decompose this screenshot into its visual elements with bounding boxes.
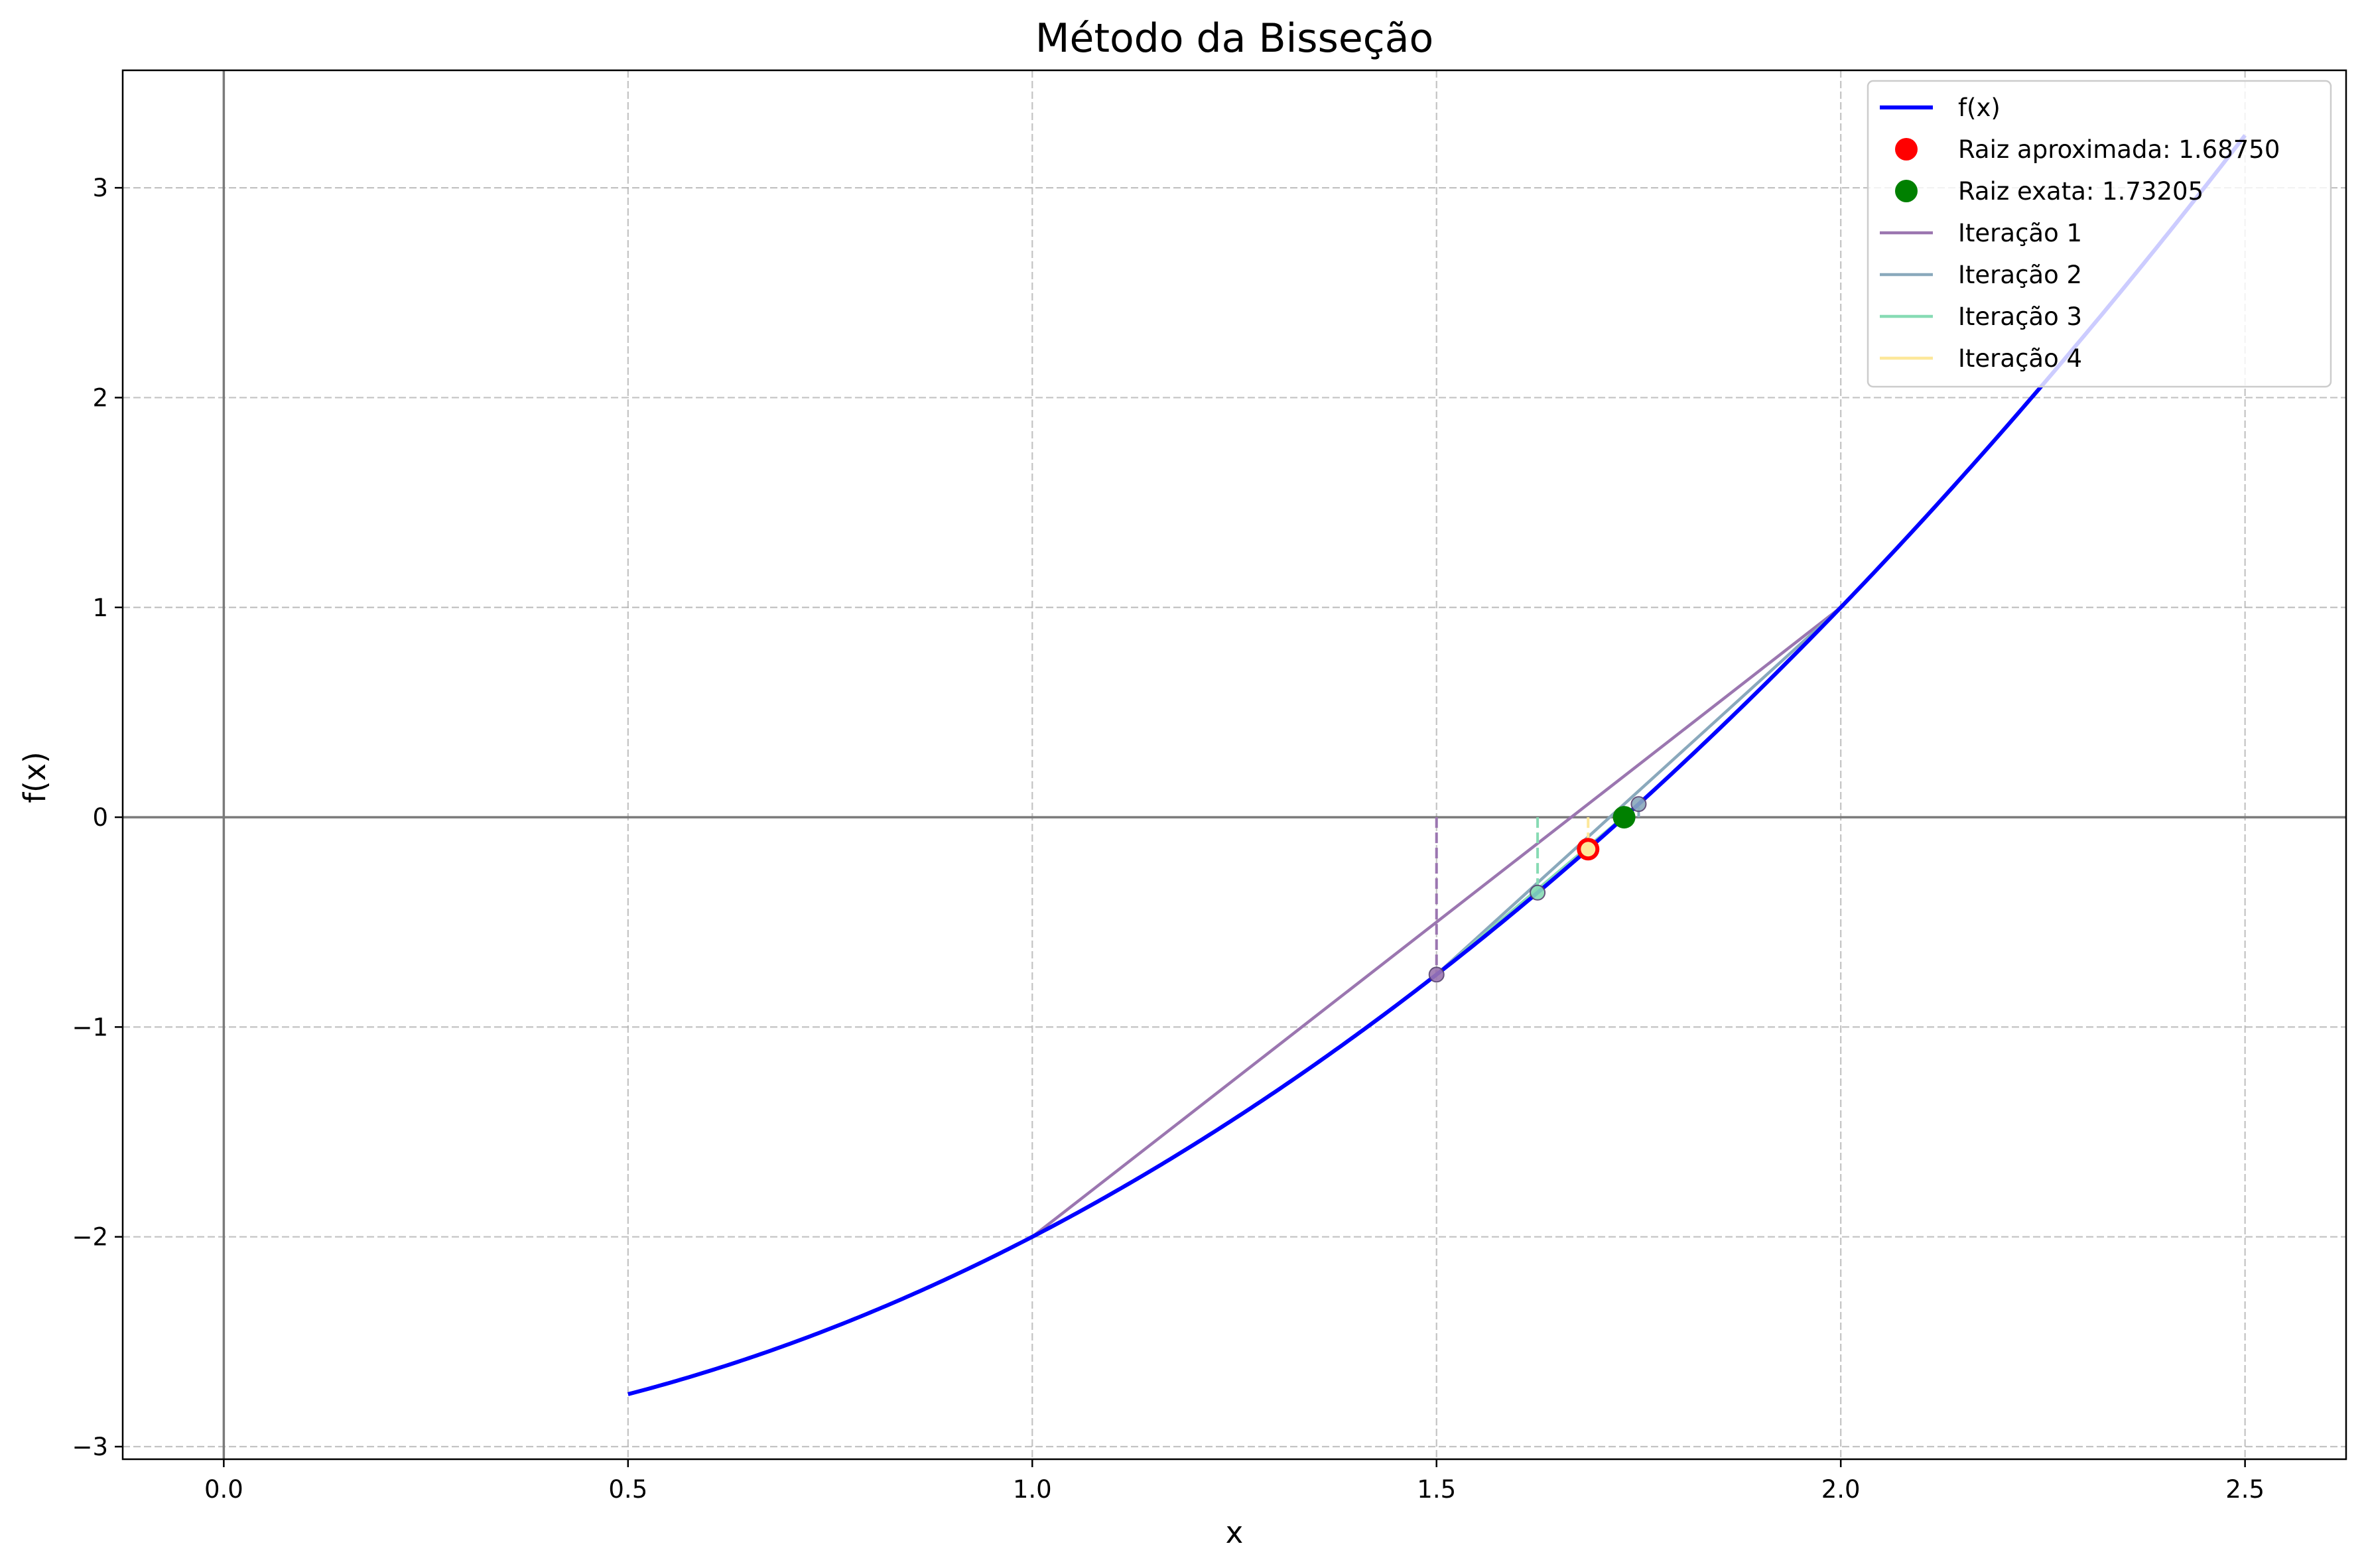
approx-root-inner <box>1581 842 1596 857</box>
legend-label: Iteração 3 <box>1958 302 2082 331</box>
x-tick-label: 0.0 <box>204 1475 243 1504</box>
plot-frame <box>121 69 2347 1461</box>
x-tick-label: 0.5 <box>608 1475 647 1504</box>
y-axis-label: f(x) <box>17 751 52 803</box>
legend-label: Raiz aproximada: 1.68750 <box>1958 135 2280 164</box>
chart-title: Método da Bisseção <box>1035 15 1433 62</box>
y-tick-label: −3 <box>72 1433 108 1461</box>
x-tick-label: 2.5 <box>2225 1475 2265 1504</box>
legend-item: Iteração 2 <box>1880 261 2082 289</box>
y-tick-label: −2 <box>72 1223 108 1252</box>
y-tick-label: 0 <box>92 803 108 832</box>
iteration-midpoint-3 <box>1530 884 1546 901</box>
plot-area: 0.0 0.5 1.0 1.5 2.0 2.5 −3 −2 −1 0 1 2 3 <box>72 69 2347 1504</box>
y-tick-label: −1 <box>72 1013 108 1041</box>
x-tick-label: 2.0 <box>1821 1475 1861 1504</box>
legend-item: f(x) <box>1880 94 2001 122</box>
legend-marker-swatch <box>1895 138 1918 161</box>
legend-label: Raiz exata: 1.73205 <box>1958 177 2203 206</box>
exact-root-marker <box>1612 806 1636 829</box>
iteration-1 <box>1031 606 1842 1238</box>
y-tick-label: 2 <box>92 383 108 412</box>
legend-item: Iteração 3 <box>1880 302 2082 331</box>
legend-label: Iteração 4 <box>1958 344 2082 373</box>
legend-item: Iteração 1 <box>1880 219 2082 247</box>
x-tick-label: 1.5 <box>1417 1475 1456 1504</box>
legend-label: Iteração 1 <box>1958 219 2082 247</box>
legend-item: Raiz aproximada: 1.68750 <box>1895 135 2280 164</box>
x-tick-label: 1.0 <box>1013 1475 1052 1504</box>
plot-data <box>627 134 2247 1396</box>
iteration-line <box>1031 606 1842 1238</box>
y-tick-label: 1 <box>92 594 108 622</box>
legend: f(x) Raiz aproximada: 1.68750 Raiz exata: … <box>1867 80 2332 388</box>
iteration-line <box>1435 606 1842 976</box>
iteration-midpoint-2 <box>1630 796 1647 813</box>
iteration-midpoint-1 <box>1428 966 1445 983</box>
legend-item: Iteração 4 <box>1880 344 2082 373</box>
y-tick-label: 3 <box>92 174 108 202</box>
legend-item: Raiz exata: 1.73205 <box>1895 177 2203 206</box>
legend-box <box>1867 80 2332 388</box>
legend-label: f(x) <box>1958 94 2001 122</box>
x-axis-label: x <box>1226 1515 1244 1550</box>
legend-label: Iteração 2 <box>1958 261 2082 289</box>
legend-marker-swatch <box>1895 180 1918 202</box>
